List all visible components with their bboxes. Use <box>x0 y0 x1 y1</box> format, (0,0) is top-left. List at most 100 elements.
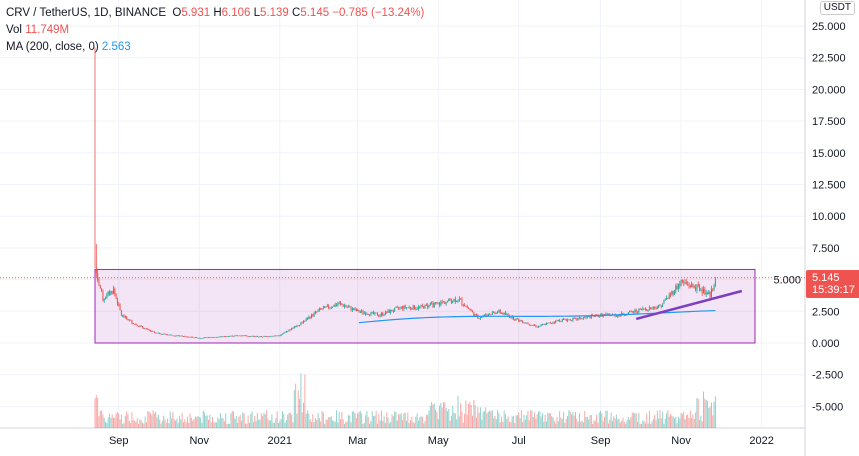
candle-body <box>491 312 493 315</box>
volume-bar <box>358 411 360 428</box>
candle-body <box>666 297 668 300</box>
volume-bar <box>337 422 339 428</box>
candle-body <box>198 337 200 339</box>
volume-bar <box>594 421 596 428</box>
volume-bar <box>123 422 125 428</box>
volume-bar <box>263 412 265 428</box>
volume-bar <box>606 410 608 428</box>
candle-body <box>598 316 600 317</box>
candle-body <box>487 313 489 316</box>
time-tick-label: Sep <box>109 435 129 447</box>
volume-bar <box>453 412 455 428</box>
volume-bar <box>99 410 101 428</box>
volume-bar <box>318 418 320 428</box>
volume-bar <box>449 420 451 428</box>
candle-body <box>334 304 336 307</box>
candle-body <box>357 309 359 311</box>
candle-body <box>516 318 518 320</box>
candle-body <box>378 315 380 317</box>
candle-body <box>659 304 661 306</box>
volume-bar <box>328 417 330 428</box>
volume-bar <box>423 423 425 428</box>
volume-bar <box>675 416 677 428</box>
volume-bar <box>330 416 332 428</box>
volume-bar <box>676 423 678 428</box>
candle-body <box>145 328 147 330</box>
last-price-tag: 5.145 15:39:17 <box>806 270 859 298</box>
volume-bar <box>241 420 243 428</box>
volume-bar <box>615 414 617 428</box>
candle-body <box>502 313 504 315</box>
volume-bar <box>555 423 557 428</box>
volume-bar <box>175 420 177 428</box>
close-label: C <box>292 7 301 19</box>
volume-bar <box>708 408 710 428</box>
volume-bar <box>680 413 682 428</box>
volume-bar <box>334 421 336 428</box>
candle-body <box>606 313 608 315</box>
candle-body <box>411 308 413 310</box>
candle-body <box>673 292 675 295</box>
volume-bar <box>110 417 112 428</box>
candle-body <box>226 336 228 337</box>
volume-bar <box>148 411 150 428</box>
candle-body <box>196 337 198 339</box>
volume-bar <box>382 420 384 428</box>
candle-body <box>708 291 710 295</box>
candle-body <box>485 314 487 316</box>
candle-body <box>342 304 344 307</box>
candle-body <box>314 311 316 313</box>
candle-body <box>135 324 137 326</box>
volume-bar <box>631 412 633 428</box>
candle-body <box>255 336 257 337</box>
low-label: L <box>253 7 261 19</box>
candle-body <box>469 308 471 311</box>
candle-body <box>402 306 404 310</box>
volume-bar <box>312 414 314 428</box>
open-label: O <box>172 7 182 19</box>
candle-body <box>403 305 405 310</box>
candle-body <box>285 331 287 333</box>
volume-bar <box>259 419 261 428</box>
candle-body <box>225 336 227 337</box>
candle-body <box>382 313 384 316</box>
volume-bar <box>581 420 583 428</box>
volume-bar <box>413 423 415 428</box>
volume-bar <box>130 422 132 428</box>
candle-body <box>270 336 272 338</box>
candle-body <box>439 302 441 306</box>
candle-body <box>376 313 378 316</box>
candle-body <box>358 309 360 313</box>
candle-body <box>478 318 480 320</box>
volume-bar <box>200 417 202 428</box>
currency-button[interactable]: USDT <box>819 1 855 15</box>
candle-body <box>209 336 211 338</box>
candle-body <box>663 300 665 304</box>
volume-bar <box>291 414 293 428</box>
volume-bar <box>494 415 496 428</box>
candle-body <box>390 309 392 313</box>
volume-bar <box>543 421 545 428</box>
volume-bar <box>206 415 208 428</box>
volume-bar <box>277 423 279 428</box>
candle-body <box>684 282 686 284</box>
price-tick-label: 10.000 <box>812 211 846 223</box>
candle-body <box>703 288 705 293</box>
volume-bar <box>205 416 207 428</box>
candle-body <box>590 315 592 319</box>
volume-bar <box>436 411 438 428</box>
volume-bar <box>564 422 566 428</box>
candle-body <box>556 320 558 322</box>
volume-bar <box>295 383 297 428</box>
volume-bar <box>279 421 281 428</box>
volume-bar <box>526 415 528 428</box>
volume-bar <box>515 415 517 428</box>
volume-bar <box>95 395 97 428</box>
volume-bar <box>168 423 170 428</box>
candle-body <box>205 337 207 339</box>
volume-bar <box>395 412 397 428</box>
volume-bar <box>560 417 562 428</box>
volume-bar <box>172 412 174 428</box>
